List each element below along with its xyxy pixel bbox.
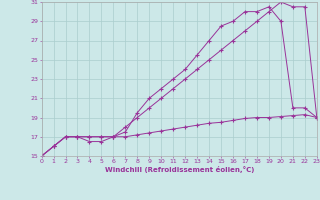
X-axis label: Windchill (Refroidissement éolien,°C): Windchill (Refroidissement éolien,°C): [105, 166, 254, 173]
